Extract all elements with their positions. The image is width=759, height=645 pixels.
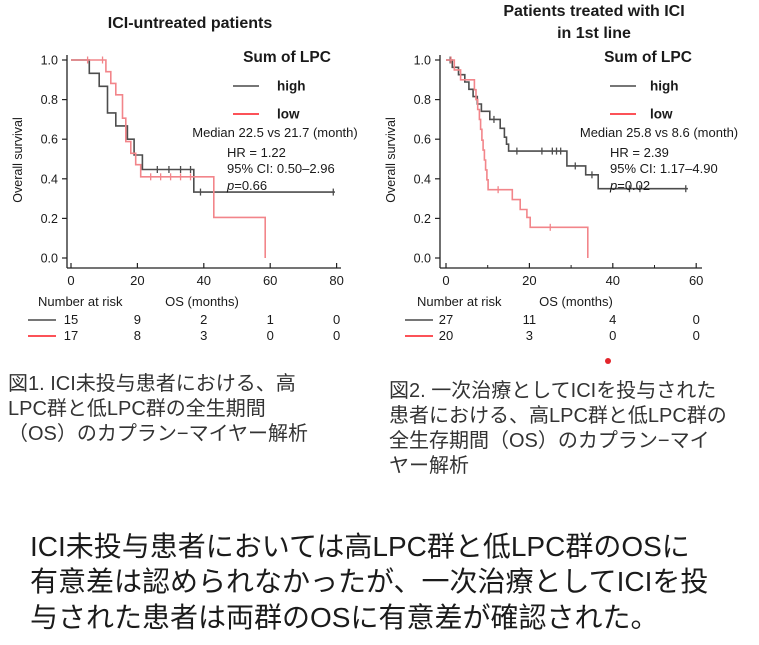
x-axis-title: OS (months) [165,294,239,309]
y-tick-label: 0.4 [414,172,431,186]
chart-title: ICI-untreated patients [108,15,273,32]
risk-count-high: 27 [439,312,453,327]
legend-title: Sum of LPC [243,49,331,66]
risk-count-high: 4 [609,312,616,327]
y-tick-label: 1.0 [41,54,58,68]
y-tick-label: 0.2 [41,212,58,226]
summary-text: ICI未投与患者においては高LPC群と低LPC群のOSに 有意差は認められなかっ… [30,531,709,633]
risk-count-high: 9 [134,312,141,327]
risk-count-low: 17 [64,328,78,343]
stat-p-value: p=0.02 [609,178,650,193]
y-tick-label: 0.6 [414,133,431,147]
x-tick-label: 60 [263,273,277,288]
risk-count-low: 0 [333,328,340,343]
x-tick-label: 0 [67,273,74,288]
stat-median: Median 22.5 vs 21.7 (month) [192,125,357,140]
y-axis-title: Overall survival [384,117,398,202]
km-curve-low [71,59,266,258]
red-dot-marker [605,358,611,364]
risk-count-high: 1 [267,312,274,327]
risk-count-low: 0 [267,328,274,343]
stat-hr: HR = 2.39 [610,145,669,160]
figure1-caption: 図1. ICI未投与患者における、高 LPC群と低LPC群の全生期間 （OS）の… [8,373,308,445]
y-tick-label: 0.0 [414,252,431,266]
legend-title: Sum of LPC [604,49,692,66]
stat-p-value: p=0.66 [226,178,267,193]
risk-count-high: 11 [523,312,537,327]
legend-label-low: low [650,107,673,122]
stat-median: Median 25.8 vs 8.6 (month) [580,125,738,140]
figure2-km-chart: Patients treated with ICI in 1st line 0.0 0… [384,3,738,343]
chart-title: Patients treated with ICI [503,3,684,20]
x-tick-label: 60 [689,273,703,288]
y-tick-label: 0.8 [41,93,58,107]
legend-label-high: high [277,79,306,94]
risk-count-low: 3 [526,328,533,343]
risk-count-low: 3 [200,328,207,343]
legend-label-low: low [277,107,300,122]
km-curve-low [446,59,589,258]
x-tick-label: 20 [130,273,144,288]
y-tick-label: 0.4 [41,172,58,186]
y-axis-title: Overall survival [11,117,25,202]
x-tick-label: 20 [522,273,536,288]
km-curve-high [446,59,688,190]
risk-count-low: 20 [439,328,453,343]
risk-count-low: 0 [609,328,616,343]
km-curve-high [71,59,335,193]
x-axis-title: OS (months) [539,294,613,309]
risk-count-high: 2 [200,312,207,327]
x-tick-label: 0 [442,273,449,288]
risk-count-low: 8 [134,328,141,343]
y-tick-label: 0.0 [41,252,58,266]
risk-count-low: 0 [693,328,700,343]
figure2-caption: 図2. 一次治療としてICIを投与された 患者における、高LPC群と低LPC群の… [389,380,727,477]
stat-ci: 95% CI: 0.50–2.96 [227,161,335,176]
figure1-km-chart: ICI-untreated patients 0.0 0.2 0.4 0.6 0.8 1.0… [11,15,358,343]
chart-title: in 1st line [557,25,631,42]
stat-hr: HR = 1.22 [227,145,286,160]
risk-table-label: Number at risk [417,294,502,309]
risk-count-high: 15 [64,312,78,327]
x-tick-label: 80 [329,273,343,288]
x-tick-label: 40 [197,273,211,288]
y-tick-label: 0.6 [41,133,58,147]
y-tick-label: 0.2 [414,212,431,226]
risk-count-high: 0 [333,312,340,327]
risk-count-high: 0 [693,312,700,327]
stat-ci: 95% CI: 1.17–4.90 [610,161,718,176]
legend-label-high: high [650,79,679,94]
x-tick-label: 40 [606,273,620,288]
risk-table-label: Number at risk [38,294,123,309]
y-tick-label: 1.0 [414,54,431,68]
y-tick-label: 0.8 [414,93,431,107]
